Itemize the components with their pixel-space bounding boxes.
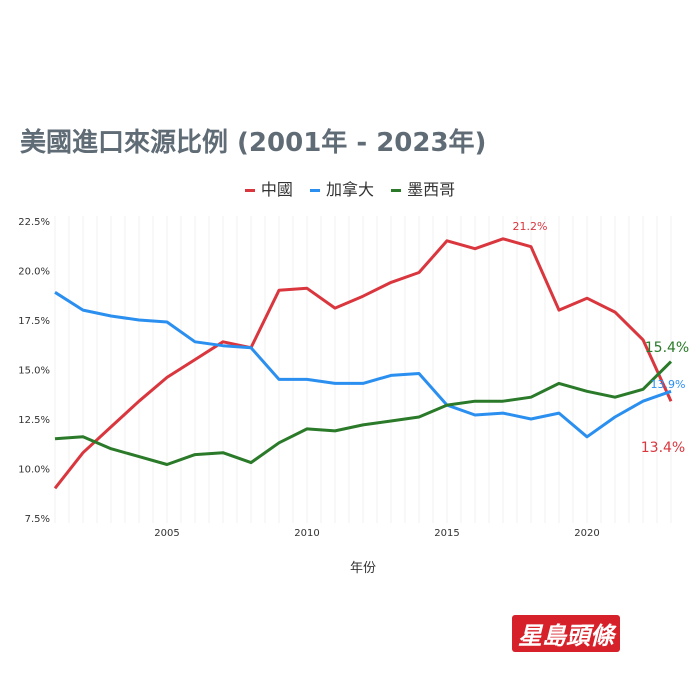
series-line-mexico — [54, 360, 673, 466]
legend-label: 墨西哥 — [407, 180, 456, 199]
x-tick-label: 2005 — [154, 528, 179, 539]
y-tick-label: 12.5% — [18, 415, 50, 426]
series-line-canada — [54, 291, 672, 439]
y-tick-label: 15.0% — [18, 366, 50, 377]
x-tick-label: 2015 — [434, 528, 459, 539]
data-label: 15.4% — [645, 340, 689, 356]
legend-swatch — [244, 189, 255, 192]
x-tick-label: 2020 — [574, 528, 599, 539]
legend-item-mexico: 墨西哥 — [391, 176, 455, 200]
x-tick-label: 2010 — [294, 528, 319, 539]
legend-swatch — [391, 189, 402, 192]
legend-label: 加拿大 — [325, 180, 374, 199]
y-tick-label: 20.0% — [18, 267, 50, 278]
data-label: 13.4% — [641, 440, 685, 456]
legend-item-canada: 加拿大 — [309, 176, 374, 200]
legend-swatch — [309, 189, 320, 192]
y-tick-label: 17.5% — [18, 316, 50, 327]
legend: 中國 加拿大 墨西哥 — [0, 176, 700, 200]
data-label: 13.9% — [651, 378, 686, 391]
chart-title: 美國進口來源比例 (2001年 - 2023年) — [20, 128, 487, 158]
y-tick-label: 7.5% — [25, 514, 50, 525]
series-line-china — [53, 237, 673, 490]
x-axis-label: 年份 — [350, 561, 376, 576]
legend-label: 中國 — [260, 180, 293, 199]
legend-item-china: 中國 — [244, 176, 293, 200]
logo: 星島頭條 — [512, 614, 620, 652]
data-label: 21.2% — [513, 220, 548, 233]
y-tick-label: 10.0% — [18, 465, 50, 476]
logo-text: 星島頭條 — [512, 614, 620, 652]
y-tick-label: 22.5% — [18, 217, 50, 228]
